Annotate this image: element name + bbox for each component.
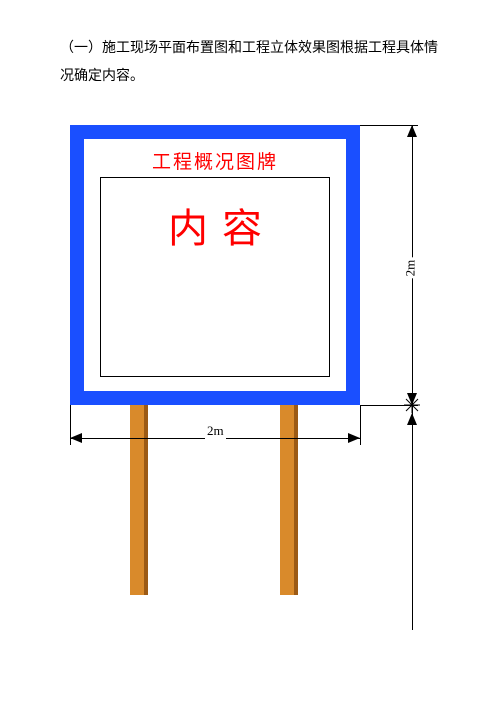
post-right xyxy=(280,405,298,595)
sign-content-box: 内容 xyxy=(100,177,330,377)
hdim-ext-right xyxy=(360,405,361,445)
post-left-side xyxy=(144,405,148,595)
post-right-side xyxy=(294,405,298,595)
diagram-stage: 工程概况图牌 内容 2m 2m xyxy=(0,120,500,680)
vdim-arrow-lower-top xyxy=(407,413,417,425)
sign-frame: 工程概况图牌 内容 xyxy=(70,125,360,405)
hdim-label: 2m xyxy=(205,423,226,439)
hdim-arrow-right xyxy=(348,433,360,443)
caption-text: （一）施工现场平面布置图和工程立体效果图根据工程具体情况确定内容。 xyxy=(60,35,450,91)
hdim-arrow-left xyxy=(70,433,82,443)
vdim-arrow-top xyxy=(407,125,417,137)
post-left xyxy=(130,405,148,595)
vdim-label: 2m xyxy=(402,258,418,279)
post-right-face xyxy=(280,405,294,595)
post-left-face xyxy=(130,405,144,595)
sign-content-text: 内容 xyxy=(101,196,329,254)
sign-title: 工程概况图牌 xyxy=(70,147,360,174)
vdim-line-lower xyxy=(412,405,413,630)
